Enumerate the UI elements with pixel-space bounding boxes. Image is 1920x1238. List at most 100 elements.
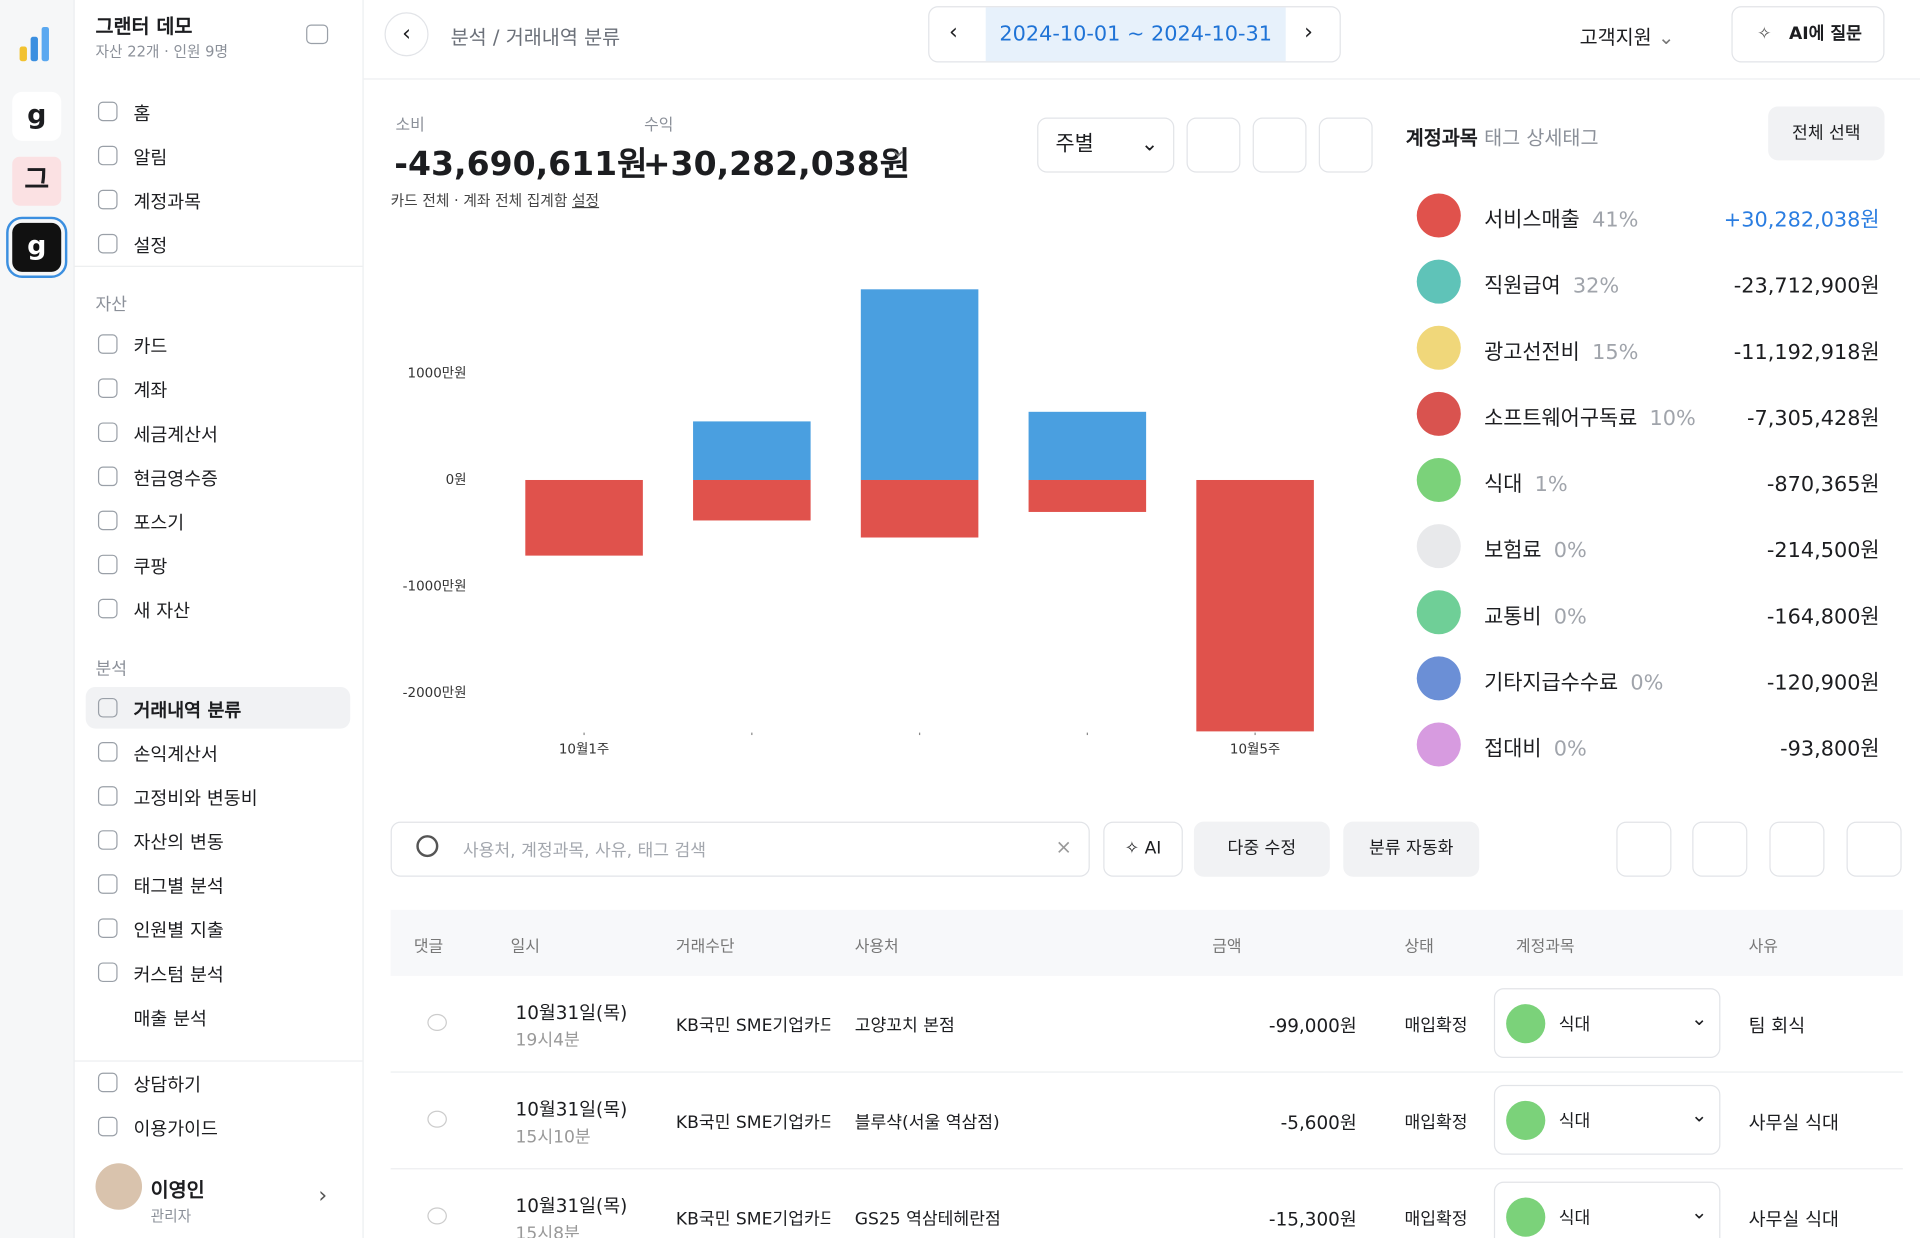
category-name[interactable]: 교통비 — [1484, 604, 1542, 630]
table-header — [390, 909, 1903, 976]
clear[interactable]: × — [1055, 835, 1072, 859]
category-name[interactable]: 보험료 — [1484, 538, 1542, 564]
ai-filter[interactable]: ✧ AI — [1103, 821, 1183, 877]
support[interactable]: 고객지원 ⌄ — [1580, 21, 1675, 50]
columns-button[interactable] — [1616, 821, 1672, 877]
ai-label[interactable]: AI — [1144, 838, 1162, 859]
date-range[interactable]: 2024-10-01 ~ 2024-10-31 — [985, 7, 1286, 62]
chevron: ⌄ — [1691, 1200, 1708, 1224]
category-name[interactable]: 기타지급수수료 — [1484, 671, 1619, 696]
rail-item[interactable]: g — [6, 216, 68, 278]
nav-item[interactable]: 손익계산서 — [133, 743, 218, 766]
category-label[interactable]: 교통비 0% — [1484, 599, 1587, 630]
filter-button[interactable] — [1186, 117, 1241, 173]
category-select[interactable]: 식대 ⌄ — [1493, 1181, 1721, 1238]
category-label[interactable]: 광고선전비 15% — [1484, 334, 1638, 365]
nav-item[interactable]: 인원별 지출 — [133, 919, 224, 942]
collapse-icon[interactable] — [306, 24, 329, 45]
nav-item[interactable]: 현금영수증 — [133, 467, 218, 490]
column-header[interactable]: 계정과목 — [1515, 937, 1575, 957]
nav-item[interactable]: 이용가이드 — [133, 1117, 218, 1141]
search-placeholder[interactable]: 사용처, 계정과목, 사유, 태그 검색 — [462, 841, 707, 861]
nav-item[interactable]: 커스텀 분석 — [133, 963, 224, 986]
org-meta: 자산 22개 · 인원 9명 — [95, 42, 229, 61]
nav-item[interactable]: 알림 — [133, 146, 168, 169]
category-name[interactable]: 소프트웨어구독료 — [1484, 406, 1638, 432]
nav-item[interactable]: 상담하기 — [133, 1073, 202, 1096]
next[interactable]: › — [1304, 19, 1313, 46]
nav-item[interactable]: 쿠팡 — [133, 555, 168, 578]
category-name[interactable]: 접대비 — [1484, 737, 1542, 762]
chevron[interactable]: › — [318, 1182, 328, 1209]
comment-icon[interactable] — [427, 1013, 447, 1032]
nav-item[interactable]: 계정과목 — [133, 191, 202, 214]
nav-item[interactable]: 설정 — [133, 235, 168, 258]
merchant: GS25 역삼테헤란점 — [854, 1209, 1001, 1230]
chevron[interactable]: ⌄ — [888, 137, 908, 163]
pie-button[interactable] — [1252, 117, 1307, 173]
comment-icon[interactable] — [427, 1110, 447, 1128]
download-button[interactable] — [1846, 821, 1902, 877]
nav-item[interactable]: 자산의 변동 — [133, 831, 224, 854]
nav-item[interactable]: 거래내역 분류 — [133, 699, 242, 722]
bulk-edit[interactable]: 다중 수정 — [1193, 821, 1330, 877]
category-select[interactable]: 식대 ⌄ — [1493, 988, 1721, 1058]
support-label[interactable]: 고객지원 — [1579, 25, 1652, 49]
ai-button[interactable]: ✧ AI에 질문 — [1731, 6, 1885, 63]
category-label[interactable]: 기타지급수수료 0% — [1484, 665, 1663, 696]
org-name: 그랜터 데모 — [95, 14, 193, 38]
table-button[interactable] — [1692, 821, 1748, 877]
nav-icon — [97, 962, 118, 983]
nav-item[interactable]: 홈 — [133, 102, 151, 125]
column-header[interactable]: 거래수단 — [675, 937, 735, 957]
tab-active[interactable]: 계정과목 — [1405, 126, 1478, 150]
category-label[interactable]: 서비스매출 41% — [1484, 202, 1638, 233]
nav-item[interactable]: 태그별 분석 — [133, 875, 224, 898]
period-select[interactable]: 주별 ⌄ — [1037, 117, 1175, 173]
tab[interactable]: 상세태그 — [1526, 126, 1599, 150]
prev[interactable]: ‹ — [948, 19, 958, 46]
category-share: 10% — [1649, 406, 1696, 432]
breadcrumb-item[interactable]: 분석 — [450, 25, 487, 49]
sparkle: ✧ — [1757, 24, 1772, 45]
rail-item[interactable]: 그 — [12, 156, 62, 206]
back-button[interactable]: ‹ — [384, 12, 429, 57]
column-header[interactable]: 사용처 — [854, 937, 899, 957]
column-header[interactable]: 상태 — [1404, 937, 1434, 957]
category-label[interactable]: 보험료 0% — [1484, 533, 1587, 564]
nav-item[interactable]: 새 자산 — [133, 600, 191, 623]
chart: -2000만원 -1000만원 0원 1000만원 10월1주 10월5주 — [403, 289, 1314, 758]
nav-item[interactable]: 포스기 — [133, 511, 185, 534]
comment-icon[interactable] — [427, 1207, 447, 1225]
column-header[interactable]: 댓글 — [413, 937, 444, 957]
period-label[interactable]: 주별 — [1055, 132, 1094, 157]
nav-item[interactable]: 카드 — [133, 335, 168, 358]
note-link[interactable]: 설정 — [572, 192, 600, 210]
rail-item[interactable]: g — [12, 91, 62, 141]
column-header[interactable]: 금액 — [1212, 937, 1242, 957]
column-header[interactable]: 사유 — [1748, 937, 1778, 957]
category-name[interactable]: 직원급여 — [1484, 274, 1561, 299]
ai-button-label[interactable]: AI에 질문 — [1788, 24, 1862, 45]
nav-item[interactable]: 세금계산서 — [133, 423, 218, 446]
tab[interactable]: 태그 — [1484, 126, 1521, 150]
column-header[interactable]: 일시 — [510, 937, 540, 957]
category-name[interactable]: 광고선전비 — [1484, 340, 1580, 365]
category-name[interactable]: 서비스매출 — [1484, 208, 1580, 233]
category-label[interactable]: 직원급여 32% — [1484, 268, 1619, 299]
category-label[interactable]: 소프트웨어구독료 10% — [1484, 400, 1696, 431]
category-select[interactable]: 식대 ⌄ — [1493, 1084, 1721, 1155]
search-box[interactable]: 사용처, 계정과목, 사유, 태그 검색 × — [390, 821, 1090, 877]
nav-item[interactable]: 계좌 — [133, 379, 168, 402]
category-name[interactable]: 식대 — [1484, 472, 1523, 498]
nav-icon — [97, 422, 118, 443]
nav-icon — [97, 786, 118, 806]
cube-button[interactable] — [1318, 117, 1373, 173]
nav-item[interactable]: 매출 분석 — [133, 1007, 207, 1030]
select-all[interactable]: 전체 선택 — [1768, 106, 1885, 161]
hide-button[interactable] — [1769, 821, 1825, 877]
nav-item[interactable]: 고정비와 변동비 — [133, 787, 258, 810]
category-label[interactable]: 식대 1% — [1484, 467, 1568, 498]
auto-classify[interactable]: 분류 자동화 — [1343, 821, 1480, 877]
category-label[interactable]: 접대비 0% — [1484, 731, 1587, 762]
